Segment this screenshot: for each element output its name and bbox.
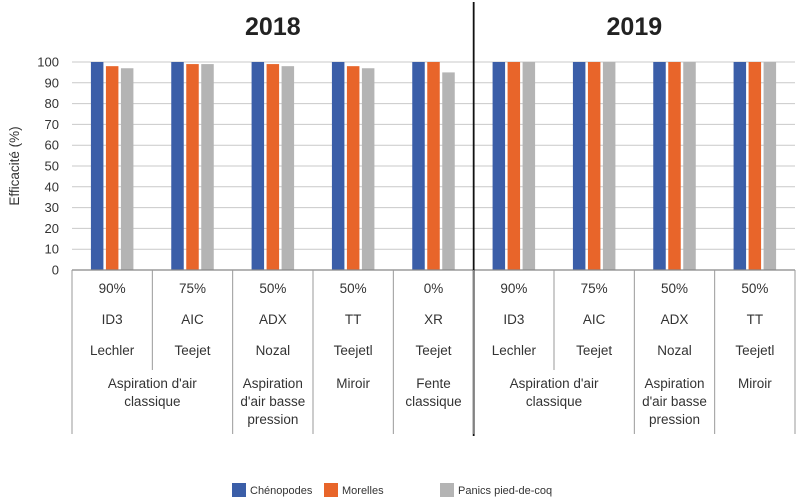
legend-label: Morelles <box>342 485 384 497</box>
bar-1 <box>266 64 280 270</box>
y-tick-label: 100 <box>37 55 59 70</box>
nozzle-type-label: Fente <box>416 376 451 391</box>
bar-2 <box>442 72 455 271</box>
bar-1 <box>748 62 762 270</box>
category-reduction-label: 50% <box>741 281 768 296</box>
bar-1 <box>668 62 681 270</box>
bar-2 <box>281 66 295 270</box>
y-tick-label: 90 <box>45 75 59 90</box>
nozzle-type-label: Miroir <box>336 376 370 391</box>
panel-title: 2019 <box>607 13 663 41</box>
y-tick-label: 60 <box>45 138 59 153</box>
category-marque-label: Lechler <box>90 343 135 358</box>
bar-2 <box>120 68 134 271</box>
bar-1 <box>507 62 521 270</box>
y-tick-label: 30 <box>45 200 59 215</box>
bar-0 <box>171 62 184 270</box>
bar-0 <box>251 62 265 270</box>
bar-2 <box>683 62 696 270</box>
category-marque-label: Teejet <box>174 343 210 358</box>
category-reduction-label: 90% <box>500 281 527 296</box>
bar-0 <box>331 62 345 270</box>
nozzle-type-label: d'air basse <box>642 394 707 409</box>
bar-2 <box>763 62 777 270</box>
category-reduction-label: 75% <box>581 281 608 296</box>
y-tick-label: 10 <box>45 242 59 257</box>
category-buse-label: AIC <box>181 312 204 327</box>
bar-2 <box>201 64 214 270</box>
category-marque-label: Nozal <box>657 343 692 358</box>
legend-swatch <box>440 483 454 497</box>
legend-swatch <box>232 483 246 497</box>
panel-title: 2018 <box>245 13 301 41</box>
category-marque-label: Lechler <box>492 343 537 358</box>
legend: Chénopodes Morelles Panics pied-de-coq <box>232 483 552 497</box>
y-tick-label: 40 <box>45 179 59 194</box>
category-reduction-label: 90% <box>99 281 126 296</box>
category-table: 90% ID3 Lechler 75% AIC Teejet 50% ADX Nozal 50% T… <box>71 270 796 434</box>
category-buse-label: ID3 <box>503 312 524 327</box>
category-marque-label: Teejet <box>415 343 451 358</box>
bar-1 <box>587 62 601 270</box>
bar-0 <box>653 62 666 270</box>
category-buse-label: ID3 <box>102 312 123 327</box>
nozzle-type-label: Miroir <box>738 376 772 391</box>
y-axis-label: Efficacité (%) <box>7 126 22 205</box>
category-buse-label: ADX <box>259 312 287 327</box>
nozzle-type-label: Aspiration d'air <box>510 376 599 391</box>
nozzle-type-label: classique <box>124 394 180 409</box>
nozzle-type-label: pression <box>649 412 700 427</box>
legend-label: Chénopodes <box>250 485 313 497</box>
y-tick-label: 50 <box>45 159 59 174</box>
nozzle-type-label: Aspiration <box>243 376 303 391</box>
category-reduction-label: 75% <box>179 281 206 296</box>
category-reduction-label: 50% <box>661 281 688 296</box>
category-marque-label: Teejetl <box>735 343 774 358</box>
category-buse-label: XR <box>424 312 443 327</box>
bar-0 <box>90 62 104 270</box>
nozzle-type-label: pression <box>247 412 298 427</box>
bar-2 <box>361 68 375 271</box>
category-reduction-label: 0% <box>424 281 444 296</box>
bar-1 <box>105 66 119 270</box>
category-reduction-label: 50% <box>259 281 286 296</box>
axis-layer: 0 10 20 30 40 50 60 70 80 90 100 Efficacité (%) 2018… <box>7 2 795 436</box>
nozzle-type-label: classique <box>526 394 582 409</box>
bar-0 <box>733 62 747 270</box>
y-tick-label: 0 <box>52 263 59 278</box>
category-marque-label: Teejet <box>576 343 612 358</box>
category-buse-label: AIC <box>583 312 606 327</box>
bar-1 <box>427 62 440 270</box>
y-tick-label: 70 <box>45 117 59 132</box>
bar-2 <box>522 62 536 270</box>
nozzle-type-label: Aspiration d'air <box>108 376 197 391</box>
bar-2 <box>602 62 616 270</box>
category-buse-label: ADX <box>661 312 689 327</box>
category-marque-label: Teejetl <box>334 343 373 358</box>
category-buse-label: TT <box>345 312 362 327</box>
nozzle-type-label: Aspiration <box>644 376 704 391</box>
y-tick-label: 20 <box>45 221 59 236</box>
bar-1 <box>186 64 199 270</box>
legend-swatch <box>324 483 338 497</box>
bar-layer <box>90 62 777 271</box>
bar-0 <box>412 62 425 270</box>
category-marque-label: Nozal <box>256 343 291 358</box>
nozzle-type-label: classique <box>405 394 461 409</box>
bar-0 <box>492 62 506 270</box>
category-buse-label: TT <box>747 312 764 327</box>
nozzle-type-label: d'air basse <box>240 394 305 409</box>
legend-label: Panics pied-de-coq <box>458 485 552 497</box>
bar-0 <box>572 62 586 270</box>
category-reduction-label: 50% <box>340 281 367 296</box>
y-tick-label: 80 <box>45 96 59 111</box>
bar-1 <box>346 66 360 270</box>
